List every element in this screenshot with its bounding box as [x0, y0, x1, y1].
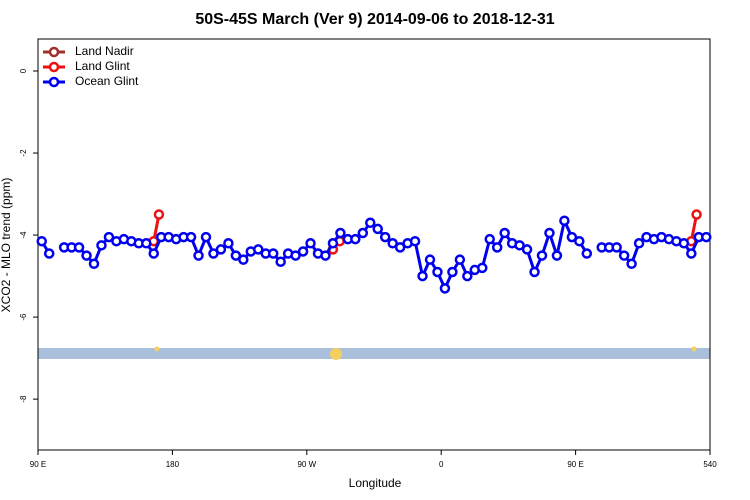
data-point	[103, 231, 115, 243]
data-point	[701, 231, 712, 243]
data-point	[529, 266, 540, 278]
data-point	[230, 250, 242, 261]
data-point	[148, 248, 159, 259]
data-point	[253, 244, 264, 255]
data-point	[551, 250, 563, 261]
data-point	[394, 242, 406, 253]
data-point	[626, 258, 637, 270]
surface-band	[38, 348, 710, 359]
data-point	[200, 231, 212, 243]
data-point	[267, 248, 279, 259]
data-point	[462, 270, 473, 282]
data-point	[484, 233, 495, 245]
data-point	[357, 227, 369, 239]
data-point	[686, 248, 697, 259]
data-point	[238, 254, 249, 265]
data-point	[327, 238, 339, 249]
data-point	[208, 248, 219, 259]
y-axis-label: XCO2 - MLO trend (ppm)	[0, 178, 13, 313]
x-tick-label: 90 W	[297, 460, 316, 469]
data-point	[499, 227, 510, 239]
data-point	[73, 242, 85, 253]
band-dot	[154, 346, 160, 352]
data-point	[153, 209, 165, 220]
data-point	[536, 250, 548, 261]
data-point	[193, 250, 204, 261]
data-point	[387, 238, 398, 249]
data-point	[678, 238, 690, 249]
data-point	[439, 283, 451, 294]
legend-marker	[48, 46, 60, 58]
data-point	[335, 227, 346, 239]
data-point	[633, 238, 645, 249]
data-point	[215, 244, 227, 255]
y-tick-label: -4	[19, 231, 28, 239]
data-point	[141, 238, 152, 249]
legend-label: Land Glint	[75, 59, 130, 73]
data-point	[559, 215, 570, 226]
data-point	[275, 256, 286, 267]
data-point	[424, 254, 436, 265]
band-dot	[691, 346, 697, 352]
data-point	[379, 231, 391, 243]
data-point	[544, 227, 555, 239]
y-tick-label: -6	[19, 313, 28, 321]
data-point	[581, 248, 593, 259]
data-point	[223, 238, 234, 249]
y-tick-label: -2	[19, 149, 28, 157]
data-point	[409, 235, 421, 247]
chart-title: 50S-45S March (Ver 9) 2014-09-06 to 2018…	[195, 11, 554, 28]
x-tick-label: 90 E	[567, 460, 583, 469]
data-point	[432, 266, 443, 278]
data-point	[43, 248, 55, 259]
data-point	[36, 235, 47, 247]
data-point	[514, 240, 525, 251]
band-dot	[330, 348, 342, 360]
data-point	[417, 270, 428, 282]
data-point	[618, 250, 630, 261]
data-point	[372, 223, 383, 235]
data-point	[574, 235, 585, 247]
data-point	[81, 250, 92, 261]
data-point	[96, 240, 107, 251]
data-point	[454, 254, 466, 265]
data-point	[611, 242, 622, 253]
data-point	[365, 217, 376, 229]
y-tick-label: -8	[19, 395, 28, 403]
legend-marker	[48, 76, 60, 88]
data-point	[521, 244, 533, 255]
x-tick-label: 90 E	[30, 460, 46, 469]
data-point	[447, 266, 458, 278]
data-point	[305, 238, 316, 249]
y-tick-label: 0	[19, 68, 28, 73]
legend-marker	[48, 61, 60, 73]
legend-label: Land Nadir	[75, 44, 134, 58]
data-point	[350, 233, 361, 245]
data-point	[691, 209, 702, 220]
data-point	[320, 250, 331, 261]
x-tick-label: 180	[166, 460, 180, 469]
x-tick-label: 0	[439, 460, 444, 469]
data-point	[566, 231, 578, 243]
data-point	[185, 231, 197, 243]
data-point	[477, 262, 488, 274]
data-point	[88, 258, 100, 270]
data-point	[297, 246, 309, 257]
data-point	[290, 250, 301, 261]
data-point	[491, 242, 503, 253]
x-tick-label: 540	[703, 460, 717, 469]
legend-label: Ocean Glint	[75, 74, 139, 88]
x-axis-label: Longitude	[349, 476, 402, 490]
